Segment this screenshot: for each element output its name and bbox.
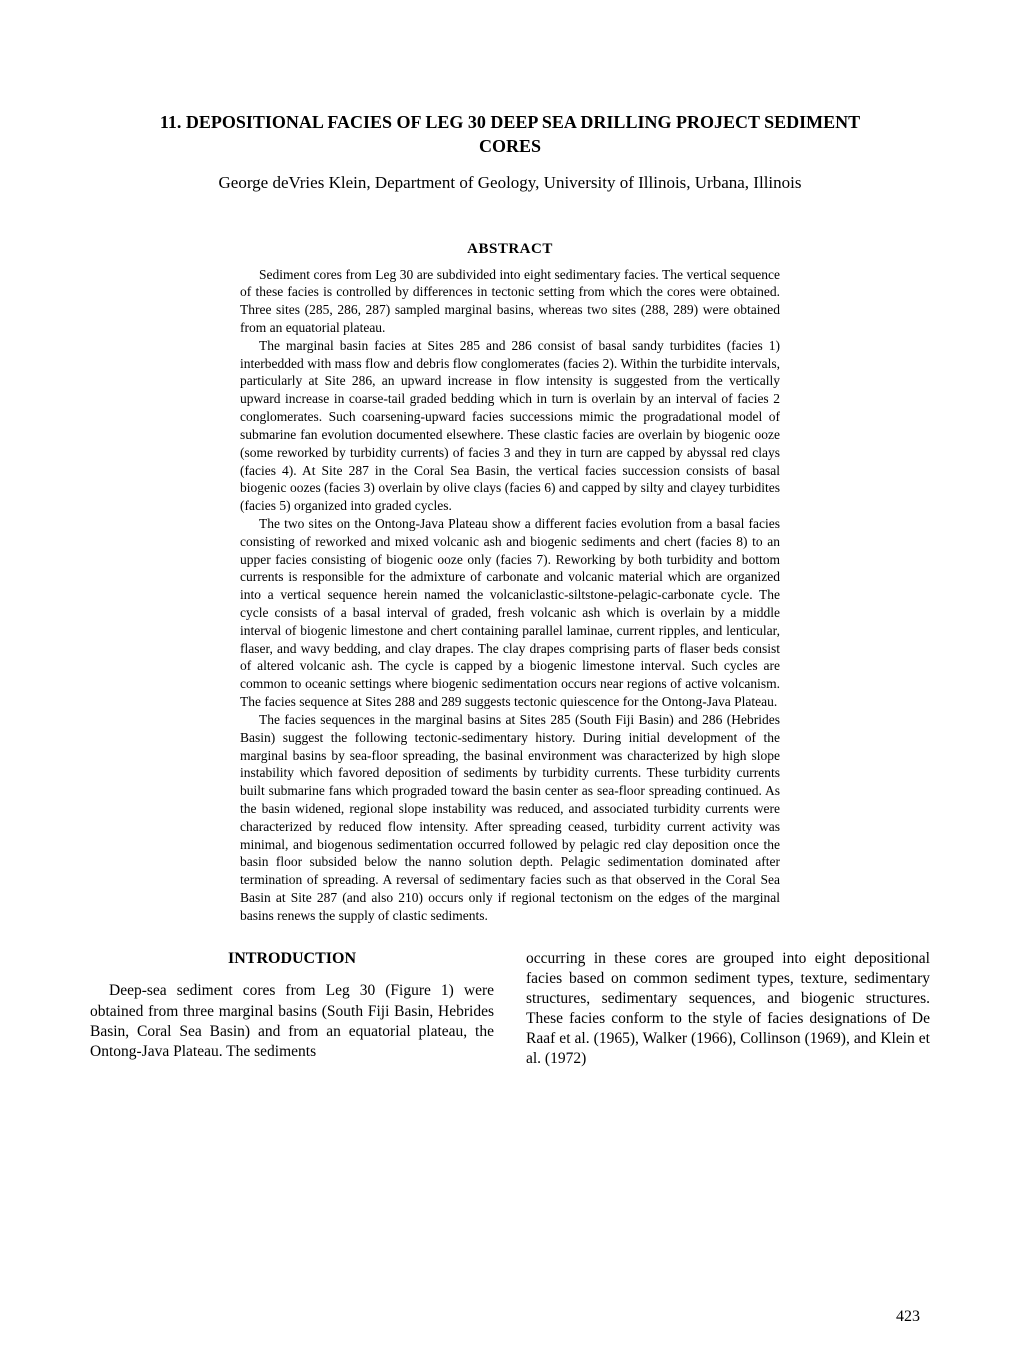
left-column: INTRODUCTION Deep-sea sediment cores fro… xyxy=(90,949,494,1070)
right-column: occurring in these cores are grouped int… xyxy=(526,949,930,1070)
abstract-heading: ABSTRACT xyxy=(240,241,780,258)
intro-para-left: Deep-sea sediment cores from Leg 30 (Fig… xyxy=(90,981,494,1062)
body-columns: INTRODUCTION Deep-sea sediment cores fro… xyxy=(90,949,930,1070)
abstract-para-1: Sediment cores from Leg 30 are subdivide… xyxy=(240,266,780,337)
abstract-block: ABSTRACT Sediment cores from Leg 30 are … xyxy=(240,241,780,925)
abstract-para-2: The marginal basin facies at Sites 285 a… xyxy=(240,337,780,515)
introduction-heading: INTRODUCTION xyxy=(90,949,494,970)
page-container: 11. DEPOSITIONAL FACIES OF LEG 30 DEEP S… xyxy=(90,110,930,1070)
intro-para-right: occurring in these cores are grouped int… xyxy=(526,949,930,1070)
chapter-title: 11. DEPOSITIONAL FACIES OF LEG 30 DEEP S… xyxy=(90,110,930,159)
abstract-para-3: The two sites on the Ontong-Java Plateau… xyxy=(240,515,780,711)
abstract-para-4: The facies sequences in the marginal bas… xyxy=(240,711,780,925)
author-line: George deVries Klein, Department of Geol… xyxy=(90,173,930,193)
page-number: 423 xyxy=(896,1308,920,1326)
